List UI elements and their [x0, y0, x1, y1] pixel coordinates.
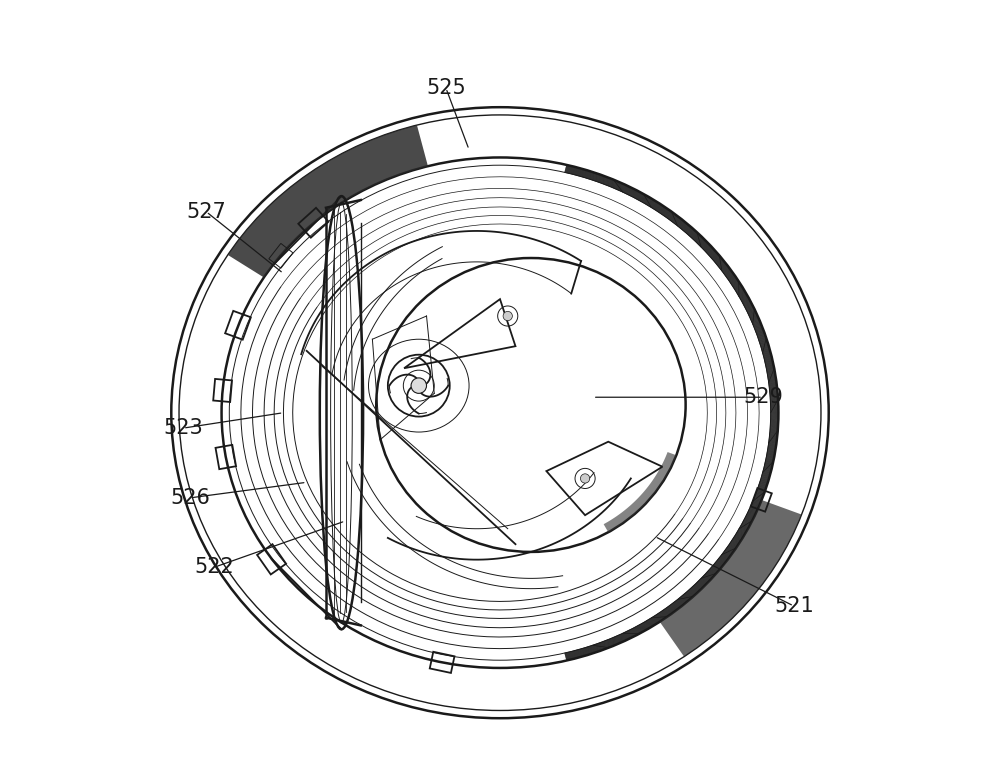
Text: 527: 527 — [186, 202, 226, 221]
Circle shape — [503, 312, 512, 321]
Text: 529: 529 — [743, 387, 783, 407]
Polygon shape — [604, 452, 676, 532]
Text: 526: 526 — [171, 488, 211, 508]
Circle shape — [411, 378, 427, 393]
Text: 521: 521 — [774, 596, 814, 616]
Text: 525: 525 — [426, 78, 466, 98]
Polygon shape — [228, 125, 428, 277]
Text: 523: 523 — [163, 418, 203, 438]
Polygon shape — [660, 500, 802, 657]
Circle shape — [580, 474, 590, 483]
Text: 522: 522 — [194, 558, 234, 577]
